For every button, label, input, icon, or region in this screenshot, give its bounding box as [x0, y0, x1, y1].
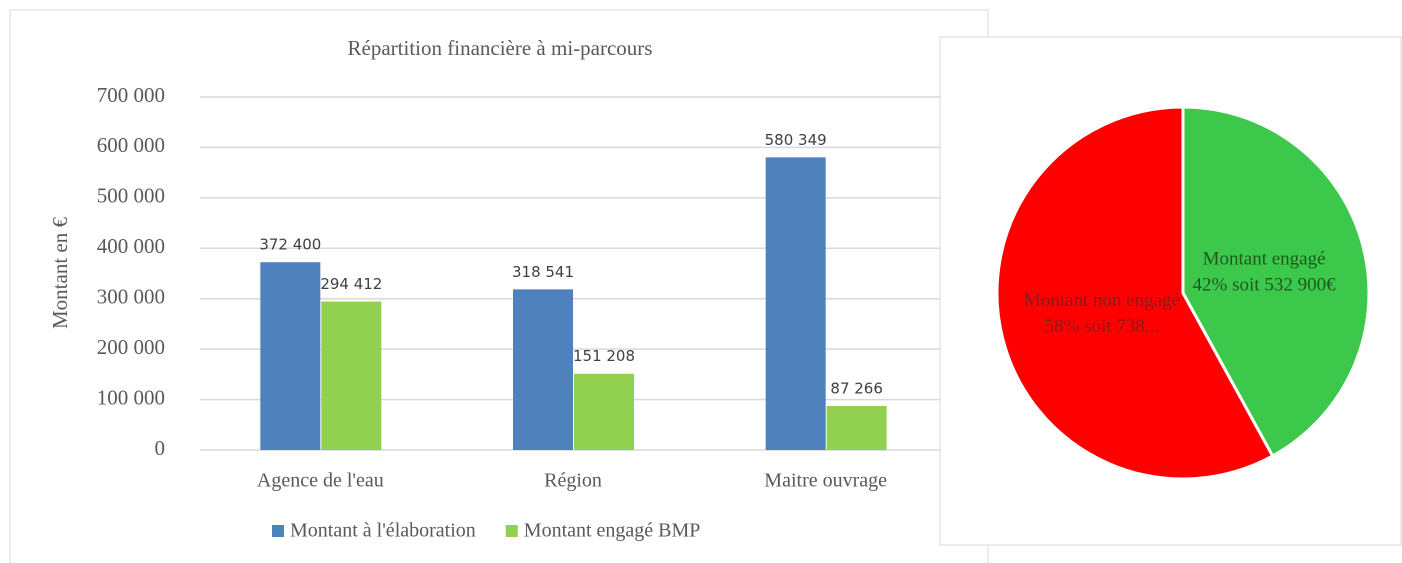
data-label: 372 400 — [259, 236, 321, 254]
data-label: 318 541 — [512, 263, 574, 281]
x-tick-label: Maitre ouvrage — [764, 470, 887, 492]
chart-title: Répartition financière à mi-parcours — [348, 36, 653, 60]
data-label: 151 208 — [573, 347, 635, 365]
legend-swatch — [505, 525, 518, 537]
y-tick-label: 100 000 — [97, 385, 165, 409]
pie-slice — [995, 105, 1275, 481]
y-tick-label: 300 000 — [97, 285, 165, 309]
y-tick-label: 200 000 — [97, 335, 165, 359]
pie-value-label: 42% soit 532 900€ — [1193, 275, 1337, 296]
bar — [321, 301, 382, 450]
data-label: 580 349 — [765, 131, 827, 149]
data-label: 294 412 — [320, 275, 382, 293]
y-tick-label: 700 000 — [97, 83, 165, 107]
bar — [260, 262, 321, 450]
x-tick-label: Région — [544, 470, 602, 492]
legend-swatch — [272, 525, 284, 537]
pie-category-label: Montant non engagé — [1024, 290, 1180, 311]
y-tick-label: 0 — [155, 436, 166, 460]
legend-label: Montant à l'élaboration — [290, 520, 476, 542]
data-label: 87 266 — [830, 379, 883, 397]
y-tick-label: 500 000 — [97, 184, 165, 208]
y-tick-label: 600 000 — [97, 133, 165, 157]
pie-slice — [1181, 105, 1371, 459]
legend-label: Montant engagé BMP — [524, 520, 701, 542]
bar — [765, 157, 826, 450]
bar — [513, 289, 573, 450]
y-axis-label: Montant en € — [48, 217, 72, 329]
bar — [826, 405, 887, 450]
pie-category-label: Montant engagé — [1203, 249, 1326, 270]
y-tick-label: 400 000 — [97, 234, 165, 258]
x-tick-label: Agence de l'eau — [257, 470, 384, 492]
bar — [574, 373, 634, 450]
pie-value-label: 58% soit 738... — [1045, 316, 1160, 337]
